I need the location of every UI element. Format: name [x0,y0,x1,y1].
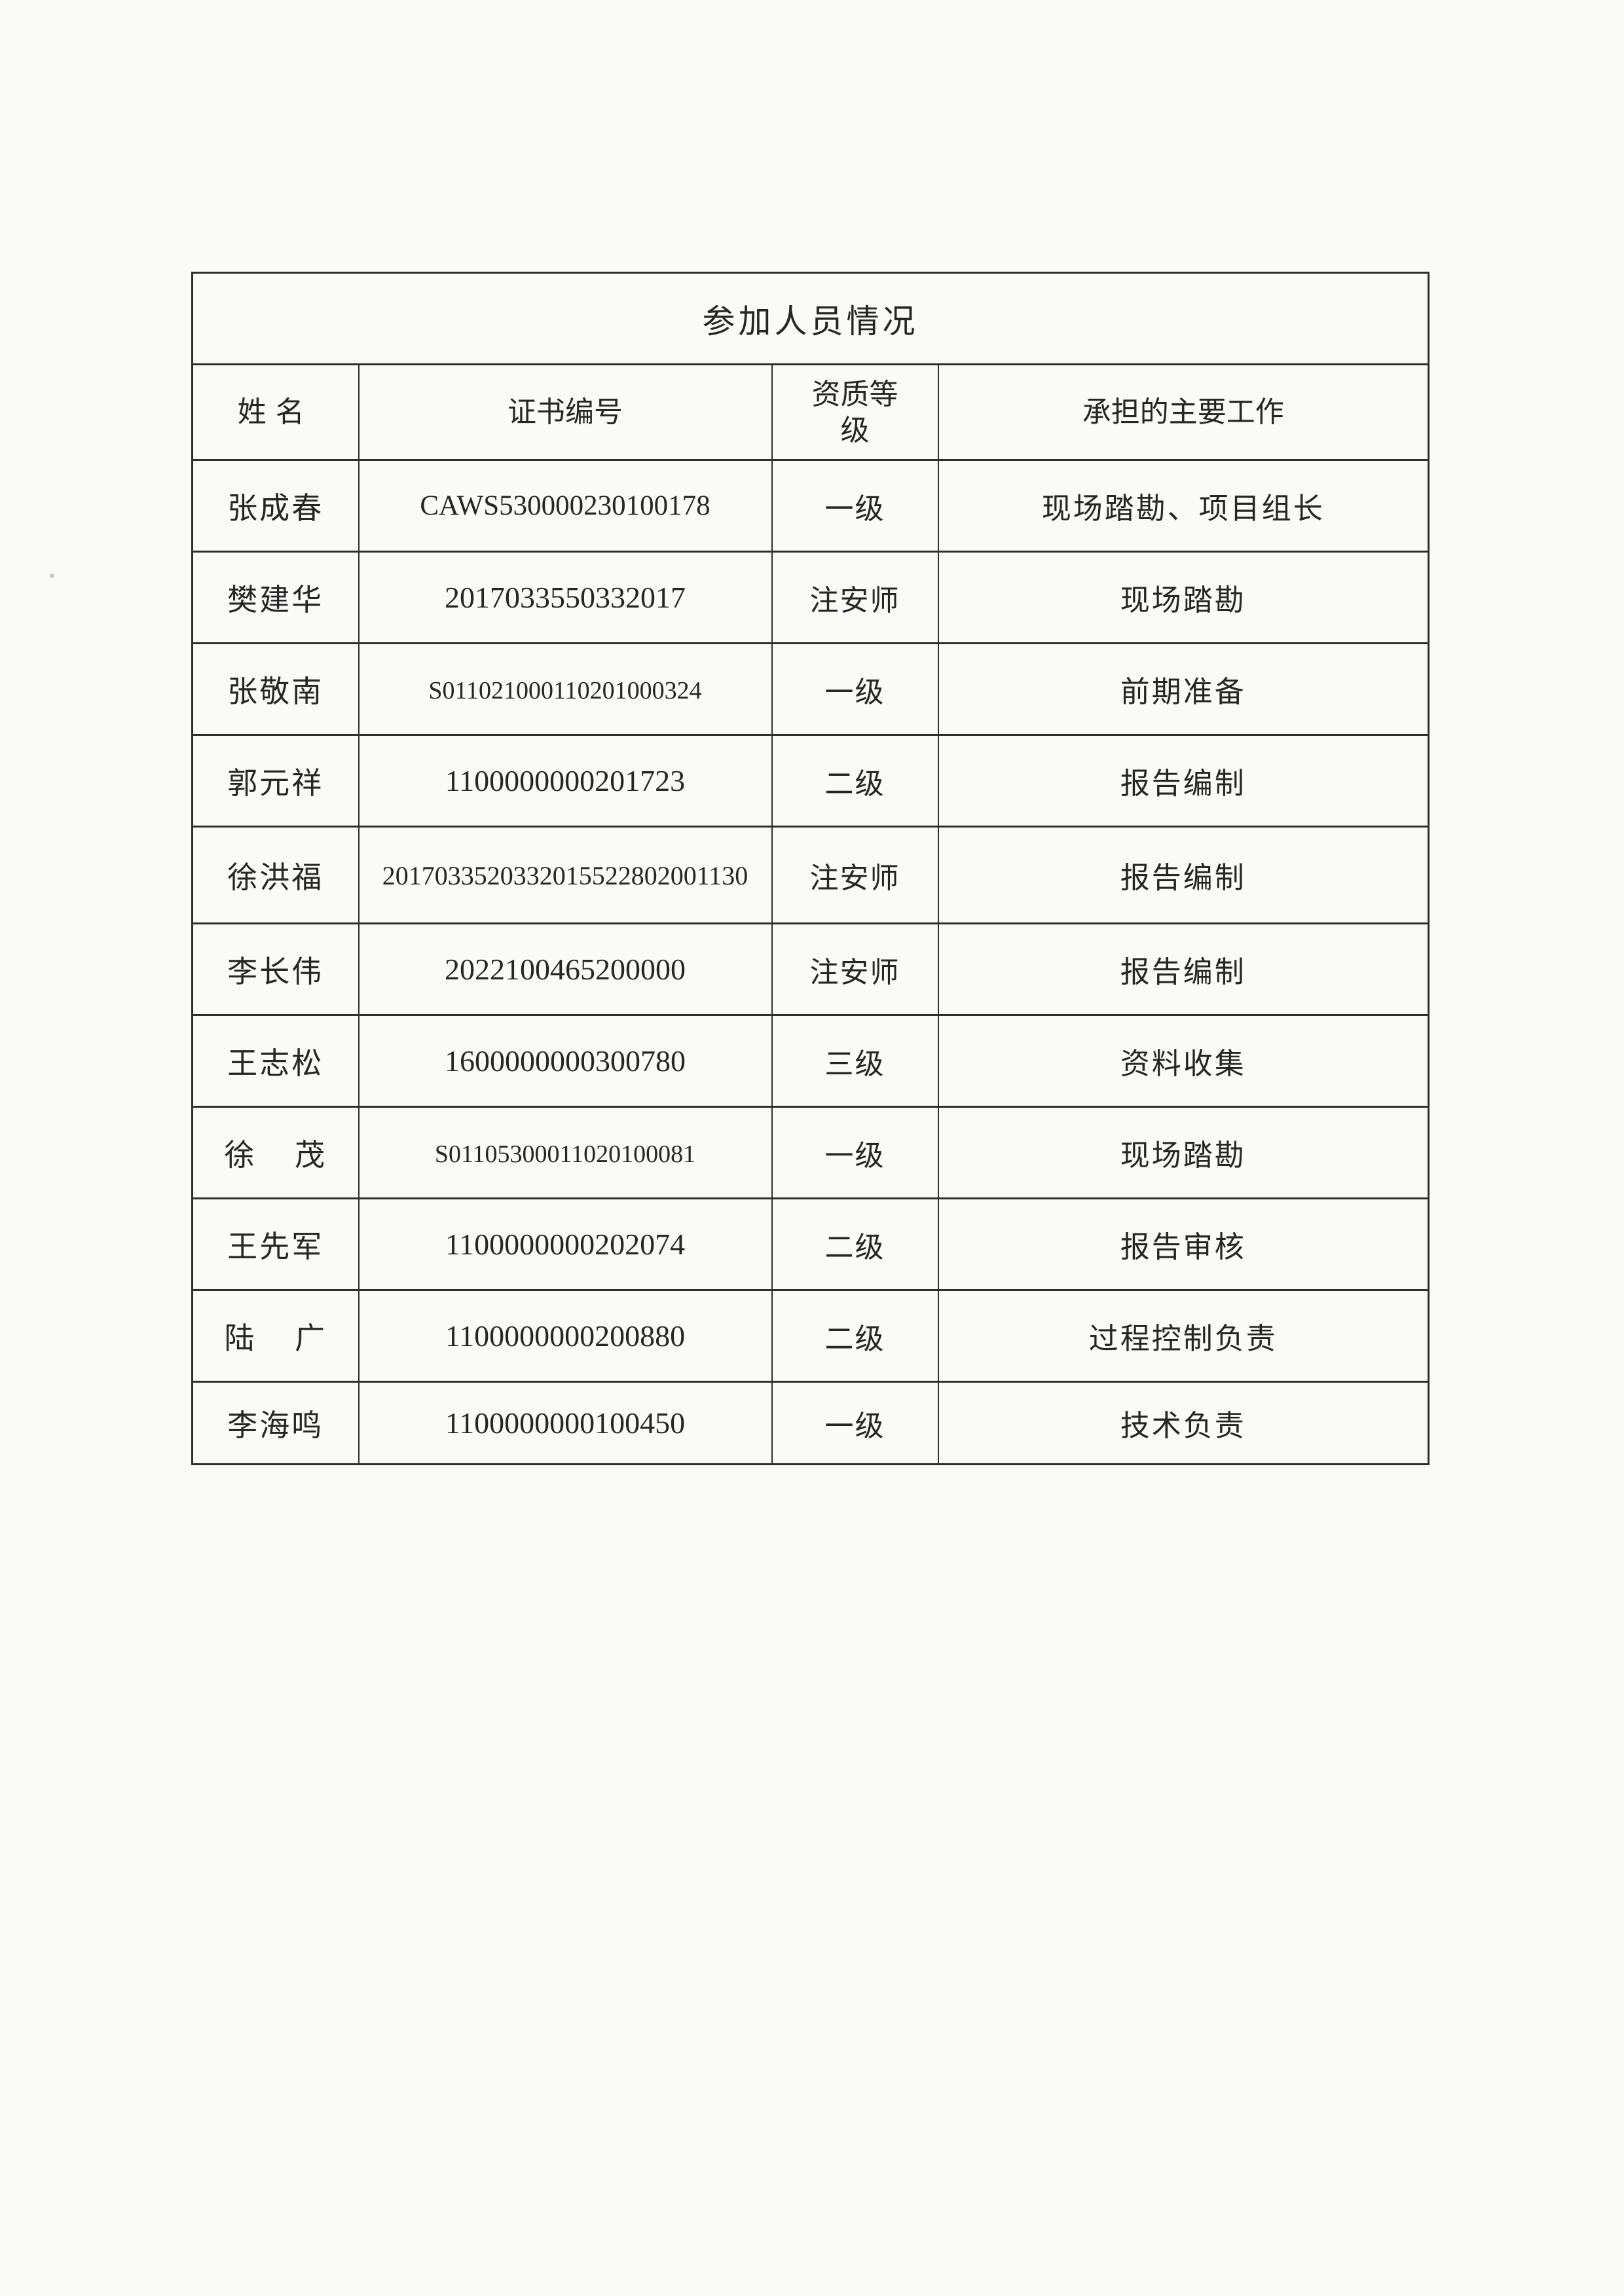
main-work: 报告编制 [937,734,1430,828]
qualification-level: 一级 [771,642,939,736]
certificate-number-text: CAWS530000230100178 [420,490,710,522]
table-row: 张成春 CAWS530000230100178 一级 现场踏勘、项目组长 [191,459,1430,553]
col-header-name: 姓名 [191,363,360,461]
certificate-number-text: 1100000000100450 [445,1406,686,1440]
col-header-work: 承担的主要工作 [937,363,1430,461]
person-name: 郭元祥 [191,734,360,828]
qualification-level: 注安师 [771,826,939,924]
table-title: 参加人员情况 [191,272,1430,365]
col-header-work-label: 承担的主要工作 [1082,396,1284,428]
qualification-level: 一级 [771,1106,939,1199]
col-header-certificate: 证书编号 [358,363,773,461]
main-work: 报告编制 [937,826,1430,924]
certificate-number: 2017033520332015522802001130 [358,826,773,924]
main-work: 现场踏勘、项目组长 [937,459,1430,553]
table-header-row: 姓名 证书编号 资质等级 承担的主要工作 [191,363,1430,461]
qualification-level: 二级 [771,734,939,828]
col-header-level-label: 资质等级 [811,378,898,446]
certificate-number: CAWS530000230100178 [358,459,773,553]
table-row: 李长伟 2022100465200000 注安师 报告编制 [191,922,1430,1016]
person-name: 李长伟 [191,922,360,1016]
main-work: 技术负责 [937,1381,1430,1465]
certificate-number: S01105300011020100081 [358,1106,773,1199]
person-name: 李海鸣 [191,1381,360,1465]
certificate-number-text: 1100000000202074 [445,1227,686,1261]
person-name: 张成春 [191,459,360,553]
person-name: 王先军 [191,1197,360,1291]
person-name: 徐 茂 [191,1106,360,1199]
table-row: 李海鸣 1100000000100450 一级 技术负责 [191,1381,1430,1465]
table-title-row: 参加人员情况 [191,272,1430,365]
person-name: 徐洪福 [191,826,360,924]
qualification-level: 三级 [771,1014,939,1108]
certificate-number: 2017033550332017 [358,551,773,644]
main-work: 过程控制负责 [937,1289,1430,1383]
table-row: 陆 广 1100000000200880 二级 过程控制负责 [191,1289,1430,1383]
table-row: 徐洪福 2017033520332015522802001130 注安师 报告编… [191,826,1430,924]
certificate-number-text: S011021000110201000324 [428,676,702,704]
scan-artifact [50,574,54,578]
table-row: 樊建华 2017033550332017 注安师 现场踏勘 [191,551,1430,644]
certificate-number: 1100000000100450 [358,1381,773,1465]
certificate-number-text: 1100000000201723 [445,763,686,797]
qualification-level: 注安师 [771,551,939,644]
col-header-name-label: 姓名 [237,396,314,428]
qualification-level: 二级 [771,1197,939,1291]
personnel-table: 参加人员情况 姓名 证书编号 资质等级 承担的主要工作 张成春 CAWS5300… [191,272,1430,1465]
col-header-level: 资质等级 [771,363,939,461]
main-work: 前期准备 [937,642,1430,736]
certificate-number: S011021000110201000324 [358,642,773,736]
qualification-level: 二级 [771,1289,939,1383]
main-work: 现场踏勘 [937,551,1430,644]
certificate-number: 1100000000201723 [358,734,773,828]
qualification-level: 一级 [771,1381,939,1465]
certificate-number-text: 2017033520332015522802001130 [382,861,748,890]
main-work: 报告编制 [937,922,1430,1016]
main-work: 报告审核 [937,1197,1430,1291]
person-name: 陆 广 [191,1289,360,1383]
person-name: 樊建华 [191,551,360,644]
person-name: 张敬南 [191,642,360,736]
table-row: 王先军 1100000000202074 二级 报告审核 [191,1197,1430,1291]
main-work: 现场踏勘 [937,1106,1430,1199]
certificate-number-text: 1600000000300780 [445,1044,686,1078]
certificate-number-text: 1100000000200880 [445,1319,686,1353]
table-row: 徐 茂 S01105300011020100081 一级 现场踏勘 [191,1106,1430,1199]
main-work: 资料收集 [937,1014,1430,1108]
certificate-number: 2022100465200000 [358,922,773,1016]
col-header-certificate-label: 证书编号 [507,396,623,428]
certificate-number-text: S01105300011020100081 [434,1140,696,1168]
table-row: 郭元祥 1100000000201723 二级 报告编制 [191,734,1430,828]
certificate-number: 1600000000300780 [358,1014,773,1108]
certificate-number-text: 2022100465200000 [445,952,686,986]
qualification-level: 注安师 [771,922,939,1016]
table-row: 王志松 1600000000300780 三级 资料收集 [191,1014,1430,1108]
certificate-number: 1100000000200880 [358,1289,773,1383]
certificate-number: 1100000000202074 [358,1197,773,1291]
certificate-number-text: 2017033550332017 [445,580,686,614]
table-row: 张敬南 S011021000110201000324 一级 前期准备 [191,642,1430,736]
qualification-level: 一级 [771,459,939,553]
person-name: 王志松 [191,1014,360,1108]
